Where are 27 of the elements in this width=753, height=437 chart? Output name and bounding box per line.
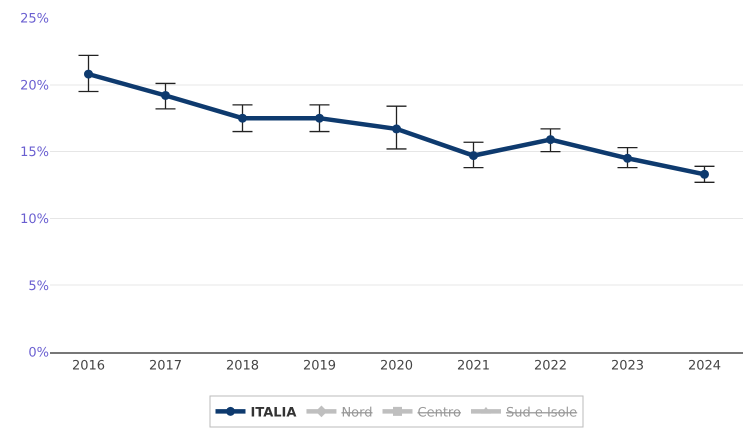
y-tick-label: 0% bbox=[28, 346, 49, 361]
legend-label: Sud e Isole bbox=[506, 405, 578, 420]
point bbox=[238, 114, 247, 123]
x-tick-label: 2016 bbox=[72, 358, 106, 374]
point bbox=[623, 154, 632, 163]
x-tick-label: 2020 bbox=[380, 358, 414, 374]
y-tick-label: 5% bbox=[28, 278, 49, 294]
x-tick-label: 2024 bbox=[688, 358, 722, 374]
x-tick-label: 2023 bbox=[610, 358, 644, 374]
x-tick-label: 2021 bbox=[456, 358, 490, 374]
x-tick-label: 2019 bbox=[302, 358, 336, 374]
y-tick-label: 15% bbox=[20, 145, 49, 160]
point bbox=[392, 124, 401, 134]
point bbox=[315, 114, 324, 123]
x-tick-label: 2018 bbox=[226, 358, 260, 374]
legend-label: Nord bbox=[341, 405, 372, 420]
point bbox=[84, 70, 93, 79]
legend-label: Centro bbox=[418, 405, 461, 420]
x-tick-label: 2017 bbox=[148, 358, 182, 374]
point bbox=[469, 151, 478, 160]
point bbox=[546, 135, 555, 144]
point bbox=[161, 90, 170, 100]
legend-label: ITALIA bbox=[250, 405, 296, 420]
x-tick-label: 2022 bbox=[534, 358, 568, 374]
y-tick-label: 25% bbox=[20, 12, 49, 27]
y-tick-label: 10% bbox=[20, 212, 49, 227]
y-tick-label: 20% bbox=[20, 78, 49, 94]
